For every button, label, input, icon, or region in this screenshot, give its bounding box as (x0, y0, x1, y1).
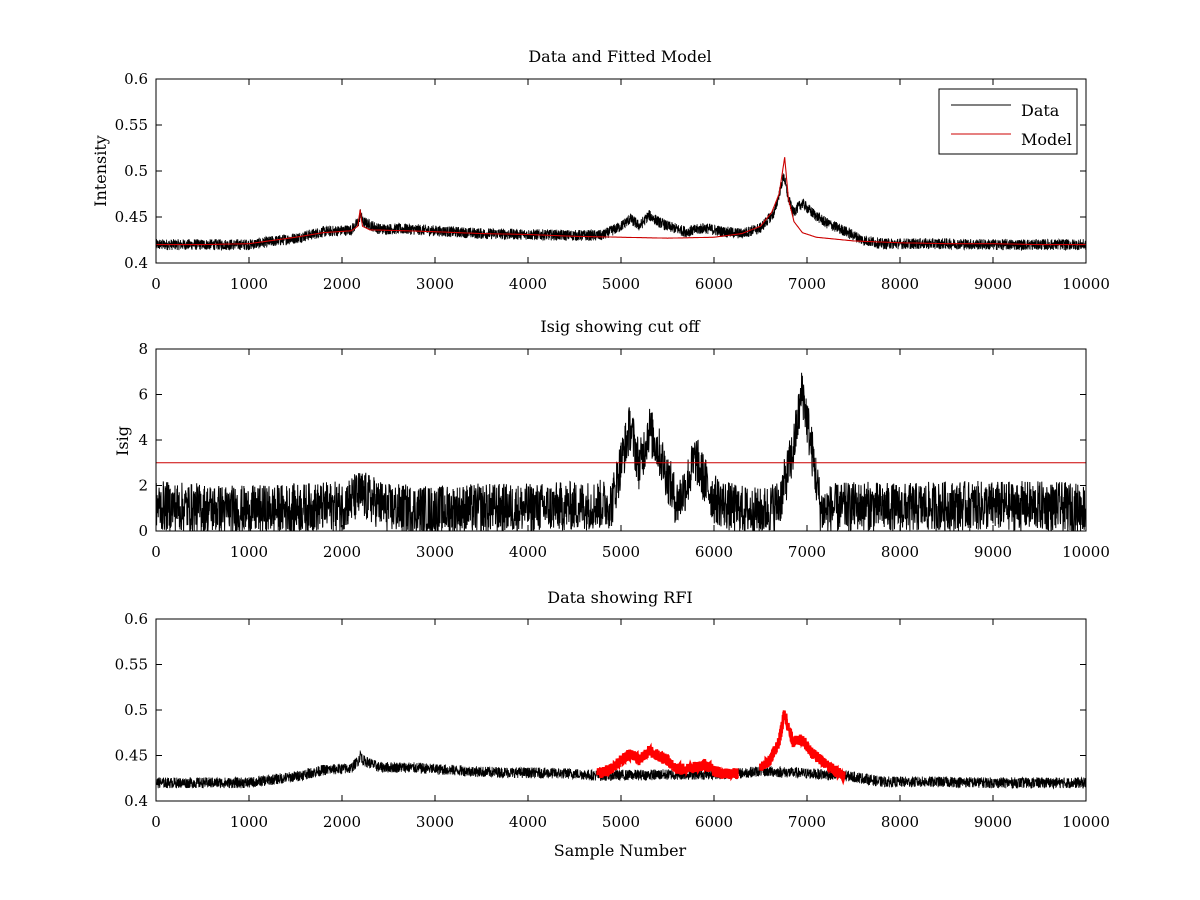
x-tick-label: 2000 (323, 543, 361, 561)
y-tick-label: 0.5 (124, 162, 148, 180)
series-line-rfi-b (759, 710, 846, 786)
x-tick-label: 1000 (230, 543, 268, 561)
panel-2-ylabel: Isig (113, 426, 132, 456)
x-tick-label: 3000 (416, 813, 454, 831)
x-tick-label: 4000 (509, 275, 547, 293)
x-tick-label: 10000 (1062, 543, 1110, 561)
x-tick-label: 5000 (602, 275, 640, 293)
series-line-isig (156, 372, 1086, 531)
panel-1-ylabel: Intensity (91, 135, 110, 207)
legend-data-label: Data (1021, 101, 1060, 120)
panel-isig-showing-cut-off: Isig showing cut off Isig 0 1000 2000 3000 4… (113, 317, 1110, 561)
y-tick-label: 8 (138, 340, 148, 358)
x-tick-label: 5000 (602, 543, 640, 561)
panel-2-yticks: 0 2 4 6 8 (138, 340, 1086, 540)
panel-3-xticks: 0 1000 2000 3000 4000 5000 6000 7000 8000 9000 100… (151, 619, 1110, 831)
panel-1-plot-area (156, 157, 1086, 252)
series-line-rfi-a (596, 742, 739, 782)
x-tick-label: 9000 (974, 543, 1012, 561)
panel-3-title: Data showing RFI (547, 588, 692, 607)
panel-3-xlabel: Sample Number (554, 841, 687, 860)
x-tick-label: 6000 (695, 813, 733, 831)
legend-box (938, 88, 1078, 155)
x-tick-label: 8000 (881, 543, 919, 561)
x-tick-label: 7000 (788, 275, 826, 293)
x-tick-label: 5000 (602, 813, 640, 831)
x-tick-label: 10000 (1062, 813, 1110, 831)
x-tick-label: 1000 (230, 275, 268, 293)
panel-3-plot-area (156, 710, 1086, 790)
y-tick-label: 0.6 (124, 70, 148, 88)
panel-data-and-fitted-model: Data and Fitted Model Intensity 0 1000 200… (91, 47, 1110, 293)
y-tick-label: 0.55 (115, 656, 148, 674)
x-tick-label: 7000 (788, 813, 826, 831)
x-tick-label: 2000 (323, 813, 361, 831)
x-tick-label: 7000 (788, 543, 826, 561)
x-tick-label: 6000 (695, 543, 733, 561)
y-tick-label: 0.45 (115, 747, 148, 765)
panel-1-xticks: 0 1000 2000 3000 4000 5000 6000 7000 8000 9000 100… (151, 79, 1110, 293)
y-tick-label: 0.4 (124, 254, 148, 272)
y-tick-label: 0.4 (124, 792, 148, 810)
x-tick-label: 4000 (509, 543, 547, 561)
panel-2-xticks: 0 1000 2000 3000 4000 5000 6000 7000 8000 9000 100… (151, 349, 1110, 561)
y-tick-label: 0 (138, 522, 148, 540)
x-tick-label: 0 (151, 543, 161, 561)
panel-2-plot-area (156, 372, 1086, 531)
x-tick-label: 3000 (416, 543, 454, 561)
series-line-data (156, 750, 1086, 790)
x-tick-label: 3000 (416, 275, 454, 293)
x-tick-label: 9000 (974, 275, 1012, 293)
x-tick-label: 8000 (881, 275, 919, 293)
y-tick-label: 0.45 (115, 208, 148, 226)
series-line-model (156, 157, 1086, 246)
x-tick-label: 2000 (323, 275, 361, 293)
x-tick-label: 10000 (1062, 275, 1110, 293)
x-tick-label: 1000 (230, 813, 268, 831)
panel-1-title: Data and Fitted Model (528, 47, 711, 66)
panel-2-title: Isig showing cut off (540, 317, 701, 336)
y-tick-label: 2 (138, 477, 148, 495)
panel-data-showing-rfi: Data showing RFI 0 1000 2000 3000 4000 5000 60… (115, 588, 1110, 860)
x-tick-label: 0 (151, 275, 161, 293)
y-tick-label: 6 (138, 386, 148, 404)
panel-1-yticks: 0.4 0.45 0.5 0.55 0.6 (115, 70, 1086, 272)
x-tick-label: 0 (151, 813, 161, 831)
x-tick-label: 8000 (881, 813, 919, 831)
series-line-data (156, 173, 1086, 252)
y-tick-label: 0.5 (124, 701, 148, 719)
legend-model-label: Model (1021, 130, 1072, 149)
y-tick-label: 0.6 (124, 610, 148, 628)
x-tick-label: 6000 (695, 275, 733, 293)
legend: Data Model (938, 88, 1078, 155)
y-tick-label: 0.55 (115, 116, 148, 134)
x-tick-label: 9000 (974, 813, 1012, 831)
x-tick-label: 4000 (509, 813, 547, 831)
y-tick-label: 4 (138, 431, 148, 449)
panel-3-yticks: 0.4 0.45 0.5 0.55 0.6 (115, 610, 1086, 810)
